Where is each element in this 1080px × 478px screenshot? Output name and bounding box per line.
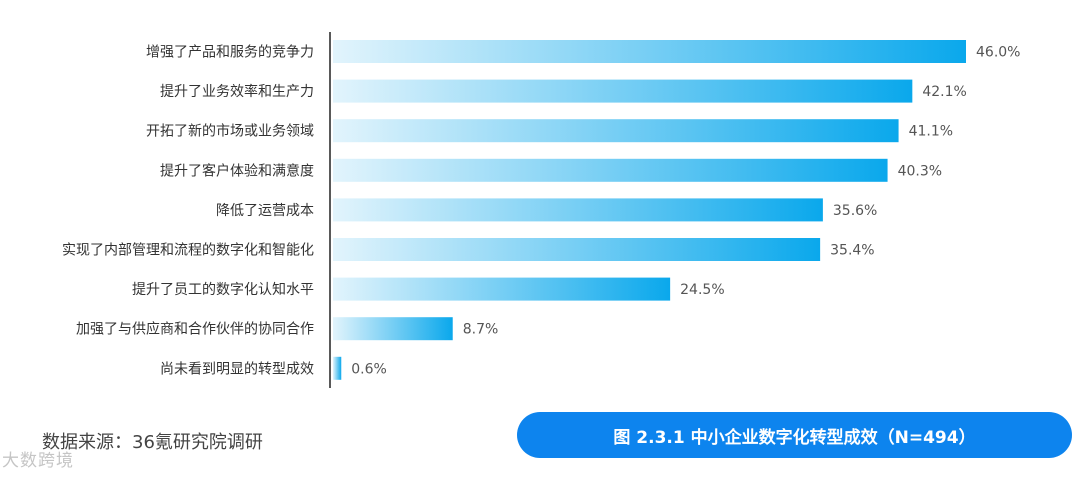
value-label: 41.1% bbox=[909, 124, 953, 140]
category-label: 增强了产品和服务的竞争力 bbox=[146, 44, 314, 61]
category-label: 提升了客户体验和满意度 bbox=[160, 162, 314, 179]
category-label: 提升了业务效率和生产力 bbox=[160, 83, 314, 100]
value-label: 42.1% bbox=[922, 84, 966, 100]
bar-group: 增强了产品和服务的竞争力 46.0% 提升了业务效率和生产力 42.1% 开拓了新的市场… bbox=[62, 40, 1020, 380]
data-source-note: 数据来源：36氪研究院调研 bbox=[42, 432, 263, 453]
value-label: 46.0% bbox=[976, 45, 1020, 61]
category-label: 开拓了新的市场或业务领域 bbox=[146, 123, 314, 140]
bar bbox=[333, 317, 453, 341]
category-label: 加强了与供应商和合作伙伴的协同合作 bbox=[76, 321, 314, 338]
watermark: 大数跨境 bbox=[2, 451, 74, 471]
bar bbox=[333, 277, 671, 301]
value-label: 35.6% bbox=[833, 203, 877, 219]
bar-chart: 增强了产品和服务的竞争力 46.0% 提升了业务效率和生产力 42.1% 开拓了新的市场… bbox=[62, 32, 1020, 388]
bar bbox=[333, 119, 899, 143]
bar bbox=[333, 79, 913, 103]
value-label: 0.6% bbox=[351, 361, 387, 377]
category-label: 实现了内部管理和流程的数字化和智能化 bbox=[62, 243, 314, 259]
bar bbox=[333, 40, 966, 63]
bar bbox=[333, 158, 888, 182]
value-label: 24.5% bbox=[680, 282, 724, 298]
value-label: 40.3% bbox=[898, 163, 942, 179]
category-label: 尚未看到明显的转型成效 bbox=[160, 361, 314, 377]
bar bbox=[333, 238, 821, 261]
value-label: 8.7% bbox=[463, 322, 499, 338]
category-label: 降低了运营成本 bbox=[216, 203, 314, 219]
value-label: 35.4% bbox=[830, 243, 874, 259]
chart-title-badge: 图 2.3.1 中小企业数字化转型成效（N=494） bbox=[517, 412, 1072, 458]
bar bbox=[333, 198, 823, 222]
category-label: 提升了员工的数字化认知水平 bbox=[132, 281, 314, 298]
bar bbox=[333, 356, 342, 380]
